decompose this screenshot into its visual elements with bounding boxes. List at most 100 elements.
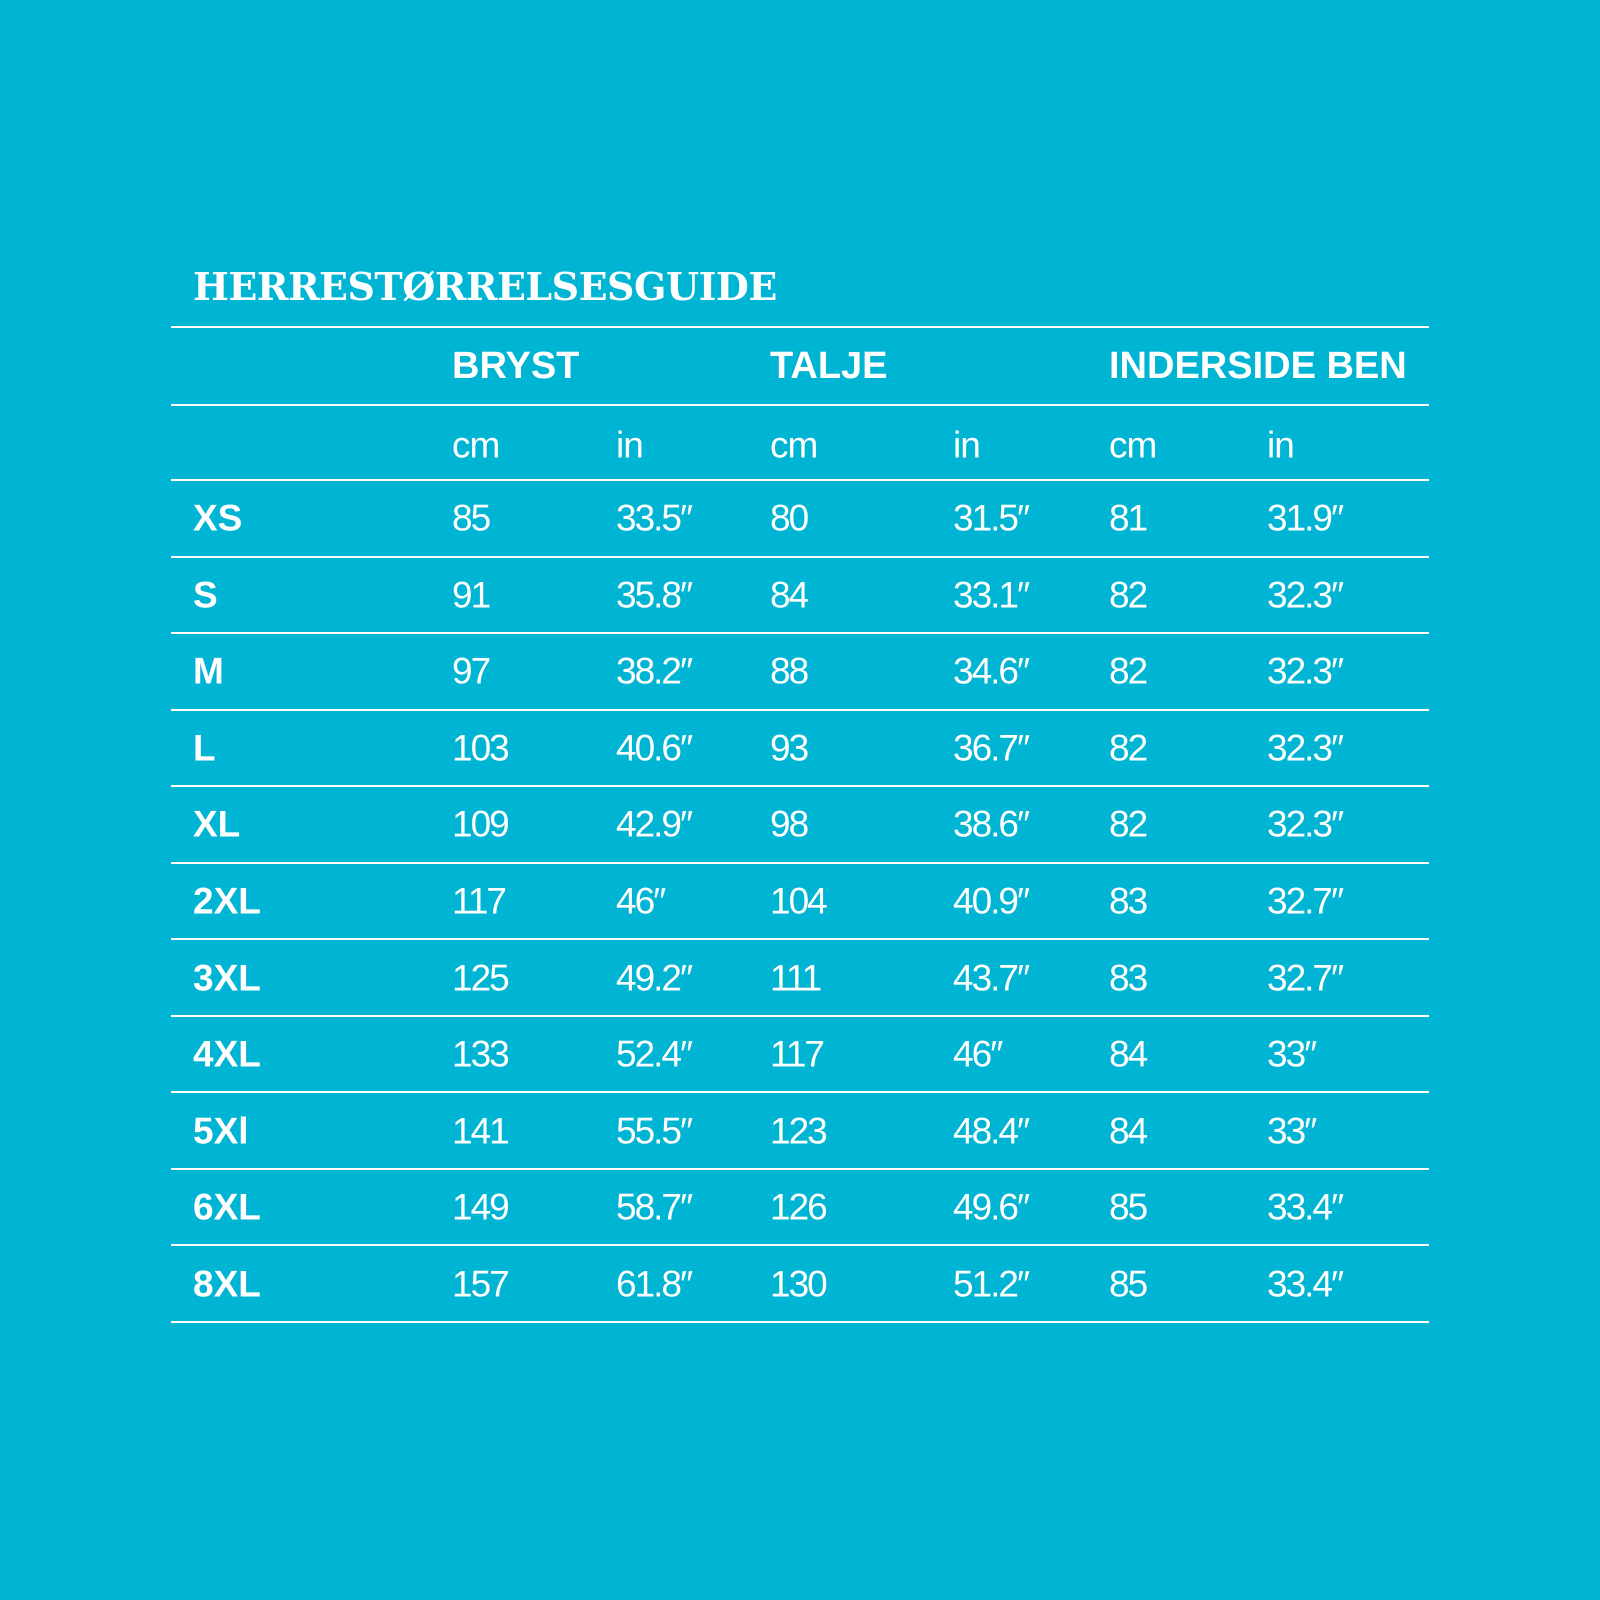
cell-value: 33″ <box>1267 1110 1317 1152</box>
cell-value: 32.3″ <box>1267 650 1344 692</box>
cell-value: 46″ <box>616 880 666 922</box>
cell-value: 33″ <box>1267 1033 1317 1075</box>
cell-value: 46″ <box>953 1033 1003 1075</box>
cell-value: 91 <box>452 574 491 616</box>
cell-value: 33.1″ <box>953 574 1030 616</box>
cell-value: 88 <box>770 650 809 692</box>
cell-value: 84 <box>1109 1033 1148 1075</box>
cell-value: 81 <box>1109 497 1148 539</box>
cell-value: 82 <box>1109 650 1148 692</box>
size-label: 3XL <box>193 957 261 999</box>
cell-value: 85 <box>1109 1263 1148 1305</box>
size-label: 2XL <box>193 880 261 922</box>
size-label: XL <box>193 803 241 845</box>
cell-value: 111 <box>770 957 822 999</box>
cell-value: 80 <box>770 497 809 539</box>
size-label: L <box>193 727 216 769</box>
cell-value: 83 <box>1109 957 1148 999</box>
divider <box>171 1321 1429 1323</box>
size-label: 4XL <box>193 1033 261 1075</box>
divider <box>171 708 1429 711</box>
column-group: INDERSIDE BEN <box>1109 345 1407 387</box>
cell-value: 126 <box>770 1186 828 1228</box>
divider <box>171 861 1429 864</box>
divider <box>171 632 1429 635</box>
cell-value: 31.5″ <box>953 497 1030 539</box>
divider <box>171 1244 1429 1247</box>
cell-value: 31.9″ <box>1267 497 1344 539</box>
cell-value: 85 <box>1109 1186 1148 1228</box>
cell-value: 98 <box>770 803 809 845</box>
unit-label: in <box>616 424 644 466</box>
cell-value: 40.9″ <box>953 880 1030 922</box>
cell-value: 82 <box>1109 803 1148 845</box>
cell-value: 49.6″ <box>953 1186 1030 1228</box>
cell-value: 85 <box>452 497 491 539</box>
divider <box>171 1167 1429 1170</box>
unit-label: cm <box>1109 424 1157 466</box>
cell-value: 97 <box>452 650 491 692</box>
cell-value: 42.9″ <box>616 803 693 845</box>
cell-value: 55.5″ <box>616 1110 693 1152</box>
cell-value: 117 <box>452 880 507 922</box>
cell-value: 51.2″ <box>953 1263 1030 1305</box>
unit-label: cm <box>452 424 500 466</box>
cell-value: 32.7″ <box>1267 880 1344 922</box>
cell-value: 82 <box>1109 574 1148 616</box>
cell-value: 49.2″ <box>616 957 693 999</box>
cell-value: 48.4″ <box>953 1110 1030 1152</box>
cell-value: 130 <box>770 1263 828 1305</box>
size-label: 6XL <box>193 1186 261 1228</box>
cell-value: 32.7″ <box>1267 957 1344 999</box>
cell-value: 38.2″ <box>616 650 693 692</box>
size-label: M <box>193 650 224 692</box>
divider <box>171 785 1429 788</box>
cell-value: 103 <box>452 727 510 769</box>
cell-value: 104 <box>770 880 828 922</box>
cell-value: 84 <box>1109 1110 1148 1152</box>
cell-value: 32.3″ <box>1267 727 1344 769</box>
divider <box>171 1091 1429 1094</box>
cell-value: 149 <box>452 1186 510 1228</box>
cell-value: 32.3″ <box>1267 803 1344 845</box>
cell-value: 61.8″ <box>616 1263 693 1305</box>
cell-value: 141 <box>452 1110 510 1152</box>
divider <box>171 404 1429 406</box>
unit-label: cm <box>770 424 818 466</box>
cell-value: 36.7″ <box>953 727 1030 769</box>
cell-value: 34.6″ <box>953 650 1030 692</box>
cell-value: 117 <box>770 1033 825 1075</box>
column-group: BRYST <box>452 345 580 387</box>
cell-value: 133 <box>452 1033 510 1075</box>
cell-value: 93 <box>770 727 809 769</box>
cell-value: 33.4″ <box>1267 1263 1344 1305</box>
size-label: S <box>193 574 218 616</box>
cell-value: 33.4″ <box>1267 1186 1344 1228</box>
cell-value: 38.6″ <box>953 803 1030 845</box>
cell-value: 84 <box>770 574 809 616</box>
unit-label: in <box>1267 424 1295 466</box>
divider <box>171 1014 1429 1017</box>
cell-value: 109 <box>452 803 510 845</box>
cell-value: 83 <box>1109 880 1148 922</box>
divider <box>171 555 1429 558</box>
cell-value: 43.7″ <box>953 957 1030 999</box>
cell-value: 35.8″ <box>616 574 693 616</box>
divider <box>171 326 1429 328</box>
title: HERRESTØRRELSESGUIDE <box>193 264 777 309</box>
divider <box>171 479 1429 481</box>
cell-value: 52.4″ <box>616 1033 693 1075</box>
unit-label: in <box>953 424 981 466</box>
divider <box>171 938 1429 941</box>
cell-value: 82 <box>1109 727 1148 769</box>
column-group: TALJE <box>770 345 888 387</box>
cell-value: 40.6″ <box>616 727 693 769</box>
cell-value: 157 <box>452 1263 510 1305</box>
cell-value: 58.7″ <box>616 1186 693 1228</box>
cell-value: 33.5″ <box>616 497 693 539</box>
size-label: 8XL <box>193 1263 261 1305</box>
cell-value: 123 <box>770 1110 828 1152</box>
size-label: XS <box>193 497 243 539</box>
cell-value: 125 <box>452 957 510 999</box>
